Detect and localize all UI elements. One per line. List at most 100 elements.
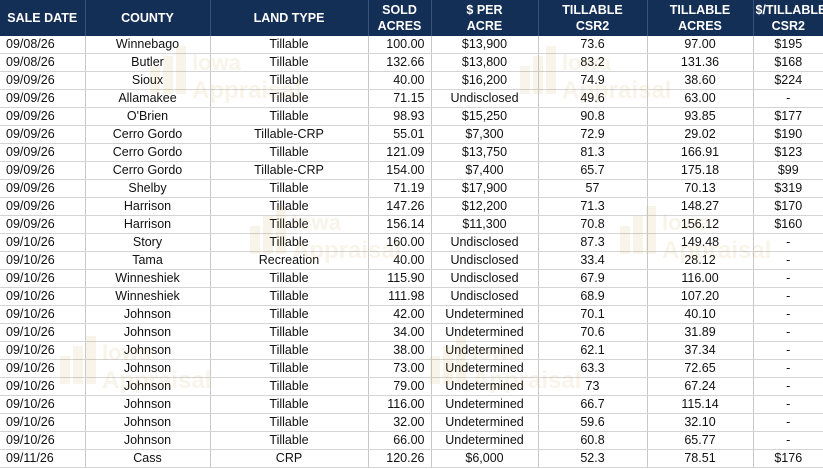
cell-price-per-tillable-csr2: $168 [753,53,823,72]
cell-land-type: Tillable [210,197,369,216]
cell-price-per-acre: Undetermined [431,413,539,432]
cell-price-per-acre: $6,000 [431,449,539,468]
cell-tillable-csr2: 71.3 [538,197,648,216]
cell-price-per-tillable-csr2: - [753,251,823,270]
cell-county: Cerro Gordo [85,125,211,144]
table-row: 09/10/26 Johnson Tillable 73.00 Undetermined… [0,359,823,378]
cell-land-type: Tillable-CRP [210,125,369,144]
cell-sold-acres: 132.66 [368,53,432,72]
cell-tillable-acres: 131.36 [647,53,754,72]
cell-price-per-acre: Undisclosed [431,233,539,252]
cell-land-type: Tillable [210,377,369,396]
cell-price-per-tillable-csr2: $99 [753,161,823,180]
header-county: COUNTY [85,0,211,36]
cell-land-type: Tillable [210,179,369,198]
cell-tillable-csr2: 73.6 [538,36,648,54]
table-row: 09/08/26 Butler Tillable 132.66 $13,800 83.2 1… [0,53,823,72]
cell-tillable-acres: 107.20 [647,287,754,306]
cell-price-per-acre: $7,300 [431,125,539,144]
cell-price-per-acre: Undetermined [431,377,539,396]
cell-tillable-csr2: 65.7 [538,161,648,180]
cell-sold-acres: 71.19 [368,179,432,198]
cell-land-type: Tillable [210,215,369,234]
cell-tillable-acres: 115.14 [647,395,754,414]
cell-sale-date: 09/10/26 [0,377,86,396]
cell-tillable-acres: 67.24 [647,377,754,396]
cell-county: O'Brien [85,107,211,126]
cell-county: Winneshiek [85,287,211,306]
cell-county: Butler [85,53,211,72]
cell-tillable-acres: 116.00 [647,269,754,288]
cell-county: Johnson [85,359,211,378]
cell-county: Story [85,233,211,252]
cell-county: Johnson [85,323,211,342]
table-row: 09/09/26 Sioux Tillable 40.00 $16,200 74.9 38.… [0,71,823,90]
cell-land-type: Tillable [210,359,369,378]
cell-tillable-acres: 40.10 [647,305,754,324]
cell-price-per-tillable-csr2: $170 [753,197,823,216]
cell-price-per-acre: $15,250 [431,107,539,126]
cell-price-per-acre: $16,200 [431,71,539,90]
header-price-per-tillable-csr2: $/TILLABLE CSR2 [753,0,823,36]
cell-land-type: Tillable [210,341,369,360]
cell-sale-date: 09/09/26 [0,89,86,108]
cell-county: Johnson [85,305,211,324]
cell-sold-acres: 111.98 [368,287,432,306]
cell-tillable-csr2: 68.9 [538,287,648,306]
cell-sale-date: 09/09/26 [0,197,86,216]
cell-price-per-acre: Undetermined [431,431,539,450]
cell-tillable-acres: 72.65 [647,359,754,378]
cell-sale-date: 09/11/26 [0,449,86,468]
cell-tillable-csr2: 70.6 [538,323,648,342]
cell-tillable-csr2: 66.7 [538,395,648,414]
cell-tillable-acres: 31.89 [647,323,754,342]
cell-county: Johnson [85,377,211,396]
table-row: 09/09/26 Allamakee Tillable 71.15 Undisclose… [0,89,823,108]
cell-price-per-tillable-csr2: - [753,377,823,396]
cell-price-per-tillable-csr2: - [753,359,823,378]
cell-tillable-acres: 29.02 [647,125,754,144]
cell-land-type: Recreation [210,251,369,270]
cell-land-type: Tillable [210,305,369,324]
cell-sale-date: 09/09/26 [0,161,86,180]
table-row: 09/10/26 Johnson Tillable 38.00 Undetermined… [0,341,823,360]
cell-sale-date: 09/09/26 [0,71,86,90]
cell-sold-acres: 40.00 [368,71,432,90]
cell-tillable-acres: 65.77 [647,431,754,450]
cell-tillable-csr2: 90.8 [538,107,648,126]
cell-price-per-tillable-csr2: - [753,89,823,108]
cell-tillable-acres: 32.10 [647,413,754,432]
table-row: 09/10/26 Winneshiek Tillable 115.90 Undisclo… [0,269,823,288]
cell-tillable-csr2: 67.9 [538,269,648,288]
cell-price-per-acre: $11,300 [431,215,539,234]
cell-tillable-csr2: 73 [538,377,648,396]
table-row: 09/09/26 Harrison Tillable 147.26 $12,200 71.… [0,197,823,216]
cell-county: Johnson [85,341,211,360]
cell-sale-date: 09/08/26 [0,53,86,72]
cell-county: Tama [85,251,211,270]
table-row: 09/10/26 Story Tillable 160.00 Undisclosed 87… [0,233,823,252]
cell-county: Johnson [85,431,211,450]
cell-price-per-acre: Undetermined [431,323,539,342]
cell-sale-date: 09/10/26 [0,323,86,342]
cell-sale-date: 09/09/26 [0,215,86,234]
cell-sale-date: 09/10/26 [0,233,86,252]
cell-land-type: Tillable [210,143,369,162]
cell-tillable-acres: 28.12 [647,251,754,270]
cell-land-type: Tillable [210,36,369,54]
cell-sale-date: 09/10/26 [0,395,86,414]
cell-sold-acres: 116.00 [368,395,432,414]
cell-sale-date: 09/10/26 [0,341,86,360]
table-row: 09/09/26 Harrison Tillable 156.14 $11,300 70.… [0,215,823,234]
cell-tillable-csr2: 70.8 [538,215,648,234]
cell-sale-date: 09/09/26 [0,143,86,162]
cell-price-per-tillable-csr2: $224 [753,71,823,90]
table-row: 09/10/26 Johnson Tillable 116.00 Undetermine… [0,395,823,414]
cell-tillable-acres: 149.48 [647,233,754,252]
cell-land-type: Tillable [210,269,369,288]
cell-sold-acres: 121.09 [368,143,432,162]
cell-price-per-tillable-csr2: $123 [753,143,823,162]
table-body: 09/08/26 Winnebago Tillable 100.00 $13,900 73… [0,36,823,468]
cell-tillable-csr2: 70.1 [538,305,648,324]
cell-sold-acres: 73.00 [368,359,432,378]
